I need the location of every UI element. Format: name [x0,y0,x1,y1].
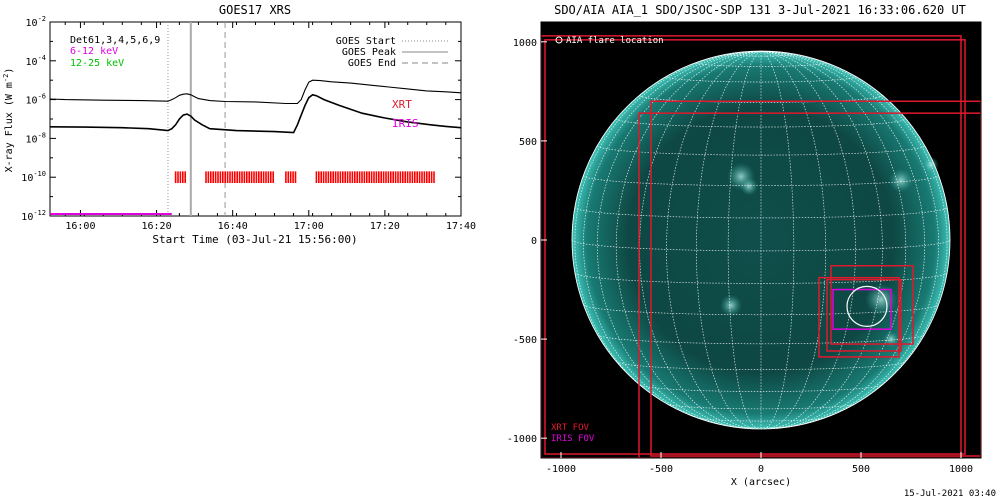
goes-x-axis: 16:00 16:20 16:40 17:00 17:20 17:40 [64,22,476,232]
sdo-x-tick-label: -500 [649,464,673,475]
rhessi-bar [315,171,435,184]
goes-y-tick-label: 10-6 [26,93,46,107]
legend-6-12kev: 6-12 keV [70,46,118,57]
xrt-fov-box [650,100,981,457]
xrt-fov-box [544,39,966,455]
goes-xlabel: Start Time (03-Jul-21 15:56:00) [152,233,357,246]
xrt-fov-box [826,278,902,352]
goes-event-lines [167,22,226,216]
iris-fov-label: IRIS FOV [551,434,595,444]
sdo-y-tick-label: -500 [513,335,537,346]
flare-legend-marker [555,36,563,44]
goes-y-tick-label: 10-8 [26,131,46,145]
heliographic-grid [571,50,951,430]
sdo-x-axis: -1000 -500 0 500 1000 [546,452,973,475]
rhessi-bar [205,171,275,184]
goes-series-long [50,79,461,105]
sdo-y-axis: 1000 500 0 -500 -1000 [507,38,547,445]
iris-fov-box [832,288,892,330]
goes-x-tick-label: 17:40 [446,221,476,232]
goes-legend-left: Det61,3,4,5,6,9 6-12 keV 12-25 keV [70,35,160,69]
goes-x-tick-label: 16:40 [218,221,248,232]
iris-annotation: IRIS [392,117,419,130]
sdo-x-tick-label: 0 [758,464,764,475]
sdo-x-tick-label: 1000 [949,464,973,475]
aia-flare-location-circle [846,285,888,327]
rhessi-bar [174,171,186,184]
sdo-panel: SDO/AIA AIA_1 SDO/JSOC-SDP 131 3-Jul-202… [507,3,982,488]
legend-goes-start: GOES Start [336,36,396,47]
goes-series [50,79,461,134]
xrt-fov-label: XRT FOV [551,423,590,433]
xrt-fov-box [830,265,914,345]
goes-y-tick-label: 10-12 [21,209,46,223]
goes-x-tick-label: 17:20 [370,221,400,232]
flare-legend: AIA flare location [555,36,664,46]
sdo-y-tick-label: 1000 [513,38,537,49]
flare-legend-label: AIA flare location [566,36,664,46]
sdo-xlabel: X (arcsec) [731,477,791,488]
goes-ylabel: X-ray Flux (W m-2) [2,68,15,173]
sdo-y-tick-label: 0 [531,236,537,247]
goes-x-tick-label: 17:00 [294,221,324,232]
sdo-x-tick-label: -1000 [546,464,576,475]
goes-title: GOES17 XRS [219,3,291,17]
legend-goes-end: GOES End [348,58,396,69]
legend-det: Det61,3,4,5,6,9 [70,35,160,46]
goes-series-short [50,93,461,134]
rhessi-coverage-bars [174,171,435,184]
goes-panel: GOES17 XRS 10-2 10-4 10-6 10-8 10-10 10-12 16… [2,3,476,246]
sdo-y-tick-label: 500 [519,137,537,148]
legend-12-25kev: 12-25 keV [70,58,124,69]
sdo-y-tick-label: -1000 [507,434,537,445]
goes-x-tick-label: 16:00 [65,221,95,232]
xrt-fov-box [818,276,900,358]
sun-active-regions [720,156,939,348]
sdo-title: SDO/AIA AIA_1 SDO/JSOC-SDP 131 3-Jul-202… [554,3,966,17]
sun-disk [572,51,950,429]
goes-legend-right: GOES Start GOES Peak GOES End [336,36,448,69]
goes-x-tick-label: 16:20 [142,221,172,232]
goes-y-tick-label: 10-2 [26,15,46,29]
xrt-annotation: XRT [392,98,412,111]
legend-goes-peak: GOES Peak [342,47,396,58]
goes-y-tick-label: 10-4 [26,54,46,68]
sdo-x-tick-label: 500 [852,464,870,475]
timestamp: 15-Jul-2021 03:40 [904,489,996,499]
rhessi-bar [285,171,297,184]
xrt-fov-box [638,112,981,458]
goes-y-tick-label: 10-10 [21,170,46,184]
